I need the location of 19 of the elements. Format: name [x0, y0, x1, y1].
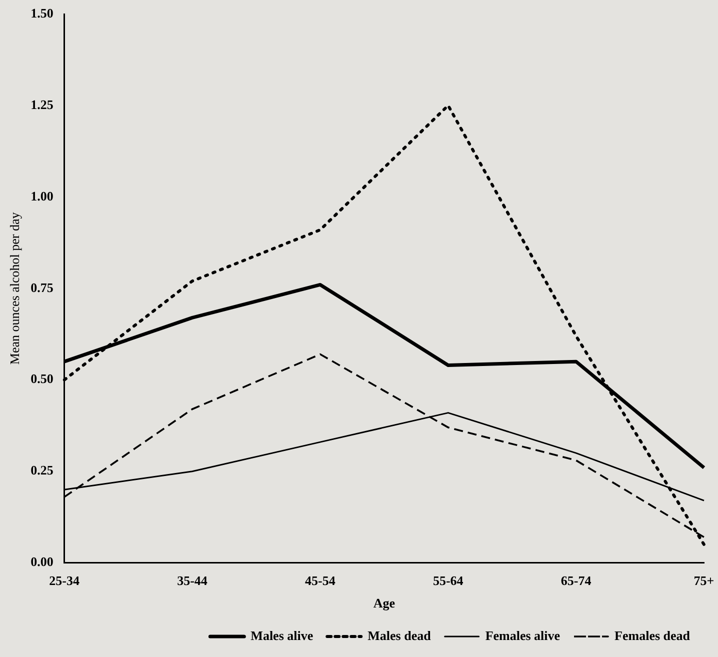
x-axis-title: Age [373, 596, 396, 611]
x-tick-label: 45-54 [305, 572, 336, 588]
y-tick-label: 1.25 [30, 96, 54, 112]
y-tick-label: 0.50 [30, 371, 54, 386]
y-tick-label: 0.00 [30, 554, 54, 570]
legend-label: Females dead [614, 628, 691, 643]
legend-label: Males dead [368, 628, 432, 643]
x-tick-label: 25-34 [49, 572, 80, 588]
legend-label: Males alive [250, 628, 314, 643]
y-tick-label: 1.00 [30, 188, 54, 204]
x-tick-label: 75+ [694, 572, 714, 588]
y-axis-title: Mean ounces alcohol per day [7, 212, 22, 365]
x-tick-label: 55-64 [432, 572, 464, 588]
y-tick-label: 0.25 [30, 462, 54, 478]
y-tick-label: 0.75 [30, 280, 54, 295]
x-tick-label: 65-74 [560, 572, 592, 588]
x-tick-label: 35-44 [177, 572, 208, 588]
y-tick-label: 1.50 [30, 5, 54, 20]
legend-label: Females alive [485, 628, 560, 643]
